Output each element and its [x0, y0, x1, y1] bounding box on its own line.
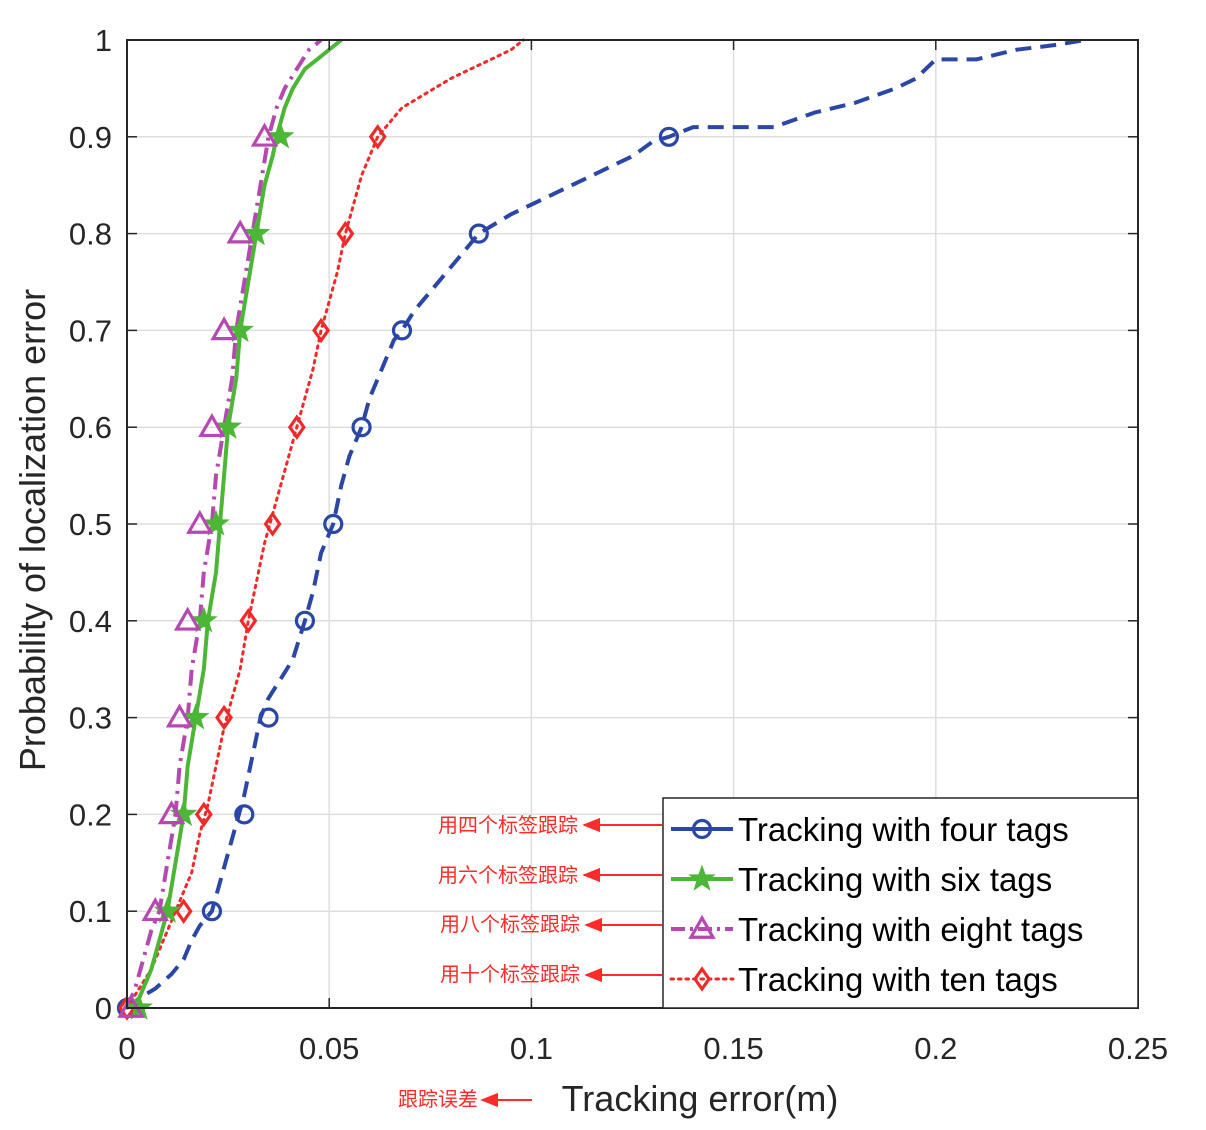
data-point-tracking-with-ten-tags	[287, 414, 306, 440]
data-point-tracking-with-ten-tags	[368, 124, 387, 150]
x-tick-label: 0.15	[703, 1031, 763, 1066]
legend-entry-tracking-with-ten-tags: Tracking with ten tags	[669, 961, 1058, 998]
y-tick-label: 0.6	[69, 410, 112, 445]
data-point-tracking-with-four-tags	[234, 804, 255, 825]
data-point-tracking-with-four-tags	[351, 417, 372, 438]
legend-marker-icon	[688, 914, 716, 939]
data-point-tracking-with-four-tags	[391, 320, 413, 341]
data-point-tracking-with-ten-tags	[215, 704, 234, 731]
data-point-tracking-with-eight-tags	[186, 509, 214, 534]
data-point-tracking-with-four-tags	[468, 223, 489, 244]
series-line-tracking-with-eight-tags	[125, 38, 323, 1009]
y-tick-label: 0.8	[69, 217, 112, 252]
x-tick-label: 0.1	[510, 1031, 553, 1066]
y-tick-label: 0	[95, 991, 112, 1026]
data-point-tracking-with-six-tags	[266, 122, 295, 149]
legend-label: Tracking with ten tags	[738, 961, 1058, 998]
legend-marker-icon	[691, 818, 713, 840]
legend: Tracking with four tags Tracking with six…	[662, 797, 1139, 1009]
data-point-tracking-with-six-tags	[242, 219, 271, 246]
x-tick-label: 0.25	[1108, 1031, 1168, 1066]
data-point-tracking-with-four-tags	[201, 901, 223, 922]
data-point-tracking-with-ten-tags	[239, 608, 258, 634]
data-point-tracking-with-four-tags	[658, 126, 679, 147]
legend-entry-tracking-with-four-tags: Tracking with four tags	[671, 811, 1069, 848]
data-point-tracking-with-eight-tags	[141, 896, 170, 922]
data-point-tracking-with-eight-tags	[173, 606, 202, 631]
legend-label: Tracking with six tags	[738, 861, 1052, 898]
data-point-tracking-with-four-tags	[294, 610, 316, 631]
x-tick-label: 0.05	[299, 1031, 359, 1066]
y-tick-label: 0.5	[69, 507, 112, 542]
legend-entry-tracking-with-eight-tags: Tracking with eight tags	[671, 911, 1083, 948]
data-point-tracking-with-eight-tags	[198, 412, 226, 438]
legend-label: Tracking with eight tags	[738, 911, 1083, 948]
data-point-tracking-with-ten-tags	[312, 317, 331, 344]
series-markers	[116, 122, 679, 1021]
y-tick-label: 0.7	[69, 313, 112, 348]
legend-entry-tracking-with-six-tags: Tracking with six tags	[671, 861, 1052, 898]
x-tick-label: 0	[118, 1031, 135, 1066]
data-point-tracking-with-eight-tags	[117, 993, 145, 1018]
data-point-tracking-with-eight-tags	[210, 316, 238, 341]
y-tick-label: 0.1	[69, 894, 112, 929]
data-point-tracking-with-four-tags	[258, 707, 279, 728]
legend-note-ten-tags: 用十个标签跟踪	[440, 962, 580, 986]
x-tick-label: 0.2	[914, 1031, 957, 1066]
data-point-tracking-with-ten-tags	[194, 801, 213, 828]
series-line-tracking-with-ten-tags	[125, 38, 525, 1010]
legend-box	[662, 797, 1139, 1009]
y-tick-label: 0.4	[69, 604, 112, 639]
data-point-tracking-with-eight-tags	[165, 703, 194, 728]
legend-note-four-tags: 用四个标签跟踪	[438, 813, 578, 837]
xlabel-note: 跟踪误差	[398, 1087, 478, 1111]
data-point-tracking-with-eight-tags	[157, 800, 186, 825]
data-point-tracking-with-ten-tags	[263, 511, 282, 537]
legend-marker-icon	[693, 966, 711, 992]
legend-marker-icon	[688, 864, 716, 891]
annotations: 用四个标签跟踪 用六个标签跟踪 用八个标签跟踪 用十个标签跟踪 跟踪误差	[398, 813, 662, 1111]
grid	[127, 40, 1138, 1008]
data-point-tracking-with-six-tags	[181, 703, 210, 730]
data-point-tracking-with-ten-tags	[336, 220, 355, 247]
data-point-tracking-with-four-tags	[323, 513, 344, 535]
data-point-tracking-with-six-tags	[226, 315, 255, 343]
y-tick-label: 0.2	[69, 797, 112, 832]
x-axis-label: Tracking error(m)	[562, 1078, 839, 1119]
legend-note-eight-tags: 用八个标签跟踪	[440, 912, 580, 936]
data-point-tracking-with-six-tags	[202, 509, 230, 536]
y-axis-label: Probability of localization error	[12, 289, 53, 771]
data-point-tracking-with-six-tags	[190, 606, 218, 633]
legend-note-six-tags: 用六个标签跟踪	[438, 863, 578, 887]
y-tick-label: 1	[95, 23, 112, 58]
data-point-tracking-with-eight-tags	[250, 122, 279, 147]
legend-label: Tracking with four tags	[738, 811, 1069, 848]
y-tick-label: 0.3	[69, 701, 112, 736]
axis-ticks: 0 0.05 0.1 0.15 0.2 0.25 0 0.1 0.2 0.3 0.4 0.5 0.6 0.…	[69, 23, 1168, 1066]
y-tick-label: 0.9	[69, 120, 112, 155]
data-point-tracking-with-eight-tags	[226, 219, 254, 244]
data-point-tracking-with-six-tags	[214, 412, 242, 439]
